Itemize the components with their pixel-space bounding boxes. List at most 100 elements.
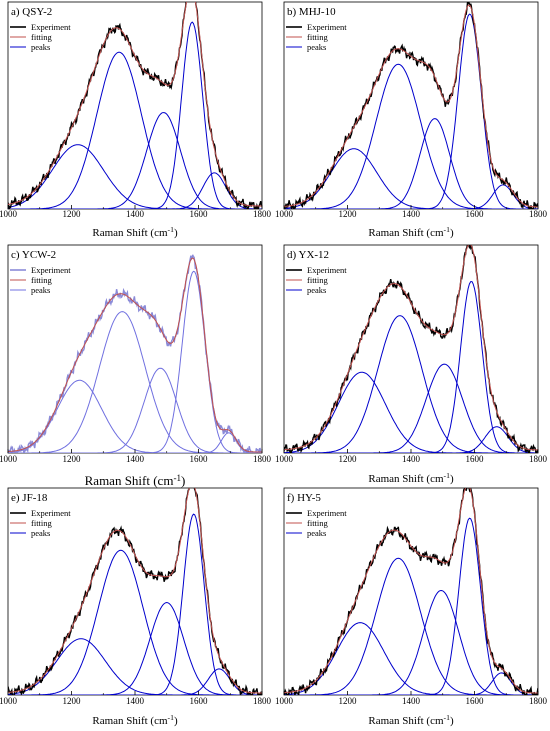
legend-label-1: Experiment <box>307 508 347 518</box>
peak-curve-3 <box>8 601 262 695</box>
peak-curve-4 <box>8 270 262 453</box>
peak-curve-4 <box>284 281 538 453</box>
legend-label-3: peaks <box>307 528 326 538</box>
x-tick-label: 1400 <box>126 209 145 219</box>
curves <box>8 488 262 695</box>
fitting-curve <box>284 245 538 451</box>
peak-curve-4 <box>284 517 538 695</box>
x-tick-label: 1800 <box>253 696 272 706</box>
peak-curve-2 <box>284 315 538 453</box>
legend-label-1: Experiment <box>31 508 71 518</box>
legend-label-3: peaks <box>31 285 50 295</box>
chart-panel-5: 1000 1200 1400 1600 1800 Raman Shift (cm-1) e)… <box>0 487 272 727</box>
x-tick-label: 1400 <box>402 454 421 464</box>
peak-curve-2 <box>284 63 538 209</box>
x-tick-label: 1800 <box>529 209 548 219</box>
peak-curve-2 <box>284 557 538 695</box>
fitting-curve <box>8 257 262 453</box>
panel-title: c) YCW-2 <box>11 249 56 261</box>
panel-title: e) JF-18 <box>11 492 48 504</box>
x-tick-label: 1400 <box>126 454 145 464</box>
peak-curve-2 <box>8 51 262 209</box>
x-tick-label: 1800 <box>529 696 548 706</box>
x-tick-label: 1600 <box>190 209 209 219</box>
peak-curve-5 <box>284 672 538 695</box>
x-tick-label: 1000 <box>0 209 18 219</box>
peak-curve-5 <box>8 172 262 209</box>
legend-label-2: fitting <box>307 275 329 285</box>
peak-curve-5 <box>284 426 538 453</box>
legend-label-2: fitting <box>307 518 329 528</box>
legend-label-3: peaks <box>307 42 326 52</box>
x-axis-label: Raman Shift (cm-1) <box>92 225 178 239</box>
panel-title: a) QSY-2 <box>11 6 52 18</box>
chart-panel-3: 1000 1200 1400 1600 1800 Raman Shift (cm-1) c)… <box>0 244 272 488</box>
fitting-curve <box>8 2 262 207</box>
peak-curve-5 <box>8 432 262 453</box>
x-tick-label: 1800 <box>253 209 272 219</box>
legend-label-3: peaks <box>31 528 50 538</box>
peak-curve-1 <box>284 622 538 695</box>
experiment-curve <box>284 2 538 209</box>
x-axis-label: Raman Shift (cm-1) <box>368 225 454 239</box>
x-tick-label: 1200 <box>63 696 82 706</box>
chart-panel-6: 1000 1200 1400 1600 1800 Raman Shift (cm-1) f)… <box>275 487 548 727</box>
x-axis-label: Raman Shift (cm-1) <box>92 713 178 727</box>
curves <box>284 2 538 209</box>
peak-curve-3 <box>284 118 538 209</box>
fitting-curve <box>8 488 262 694</box>
peak-curve-4 <box>284 13 538 209</box>
curves <box>284 245 538 453</box>
peak-curve-1 <box>8 638 262 695</box>
legend-label-3: peaks <box>31 42 50 52</box>
x-axis-label: Raman Shift (cm-1) <box>368 713 454 727</box>
x-tick-label: 1800 <box>253 454 272 464</box>
chart-panel-2: 1000 1200 1400 1600 1800 Raman Shift (cm-1) b)… <box>275 1 548 239</box>
peak-curve-5 <box>8 668 262 695</box>
peak-curve-3 <box>284 589 538 695</box>
x-tick-label: 1400 <box>126 696 145 706</box>
legend-label-2: fitting <box>31 518 53 528</box>
x-axis-label: Raman Shift (cm-1) <box>85 473 186 488</box>
x-tick-label: 1200 <box>339 454 358 464</box>
chart-panel-4: 1000 1200 1400 1600 1800 Raman Shift (cm-1) d)… <box>275 244 548 485</box>
fitting-curve <box>284 4 538 208</box>
x-tick-label: 1600 <box>466 696 485 706</box>
x-tick-label: 1000 <box>275 209 294 219</box>
panel-title: b) MHJ-10 <box>287 6 336 18</box>
panel-title: f) HY-5 <box>287 492 321 504</box>
curves <box>284 488 538 695</box>
peak-curve-5 <box>284 184 538 209</box>
legend-label-1: Experiment <box>31 265 71 275</box>
legend-label-2: fitting <box>31 275 53 285</box>
peak-curve-3 <box>8 367 262 453</box>
peak-curve-2 <box>8 549 262 695</box>
legend-label-1: Experiment <box>307 22 347 32</box>
x-axis-label: Raman Shift (cm-1) <box>368 471 454 485</box>
peak-curve-1 <box>284 371 538 453</box>
peak-curve-3 <box>8 112 262 209</box>
x-tick-label: 1000 <box>275 696 294 706</box>
chart-panel-1: 1000 1200 1400 1600 1800 Raman Shift (cm-1) a)… <box>0 1 272 239</box>
x-tick-label: 1600 <box>466 454 485 464</box>
peak-curve-3 <box>284 363 538 453</box>
x-tick-label: 1200 <box>63 454 82 464</box>
legend-label-2: fitting <box>307 32 329 42</box>
x-tick-label: 1800 <box>529 454 548 464</box>
legend-label-3: peaks <box>307 285 326 295</box>
legend-label-2: fitting <box>31 32 53 42</box>
peak-curve-4 <box>8 21 262 209</box>
curves <box>8 2 262 209</box>
x-tick-label: 1200 <box>339 696 358 706</box>
peak-curve-4 <box>8 513 262 695</box>
x-tick-label: 1400 <box>402 696 421 706</box>
x-tick-label: 1000 <box>275 454 294 464</box>
x-tick-label: 1200 <box>339 209 358 219</box>
peak-curve-2 <box>8 311 262 453</box>
x-tick-label: 1600 <box>190 696 209 706</box>
x-tick-label: 1600 <box>190 454 209 464</box>
fitting-curve <box>284 488 538 694</box>
x-tick-label: 1400 <box>402 209 421 219</box>
peak-curve-1 <box>8 144 262 209</box>
